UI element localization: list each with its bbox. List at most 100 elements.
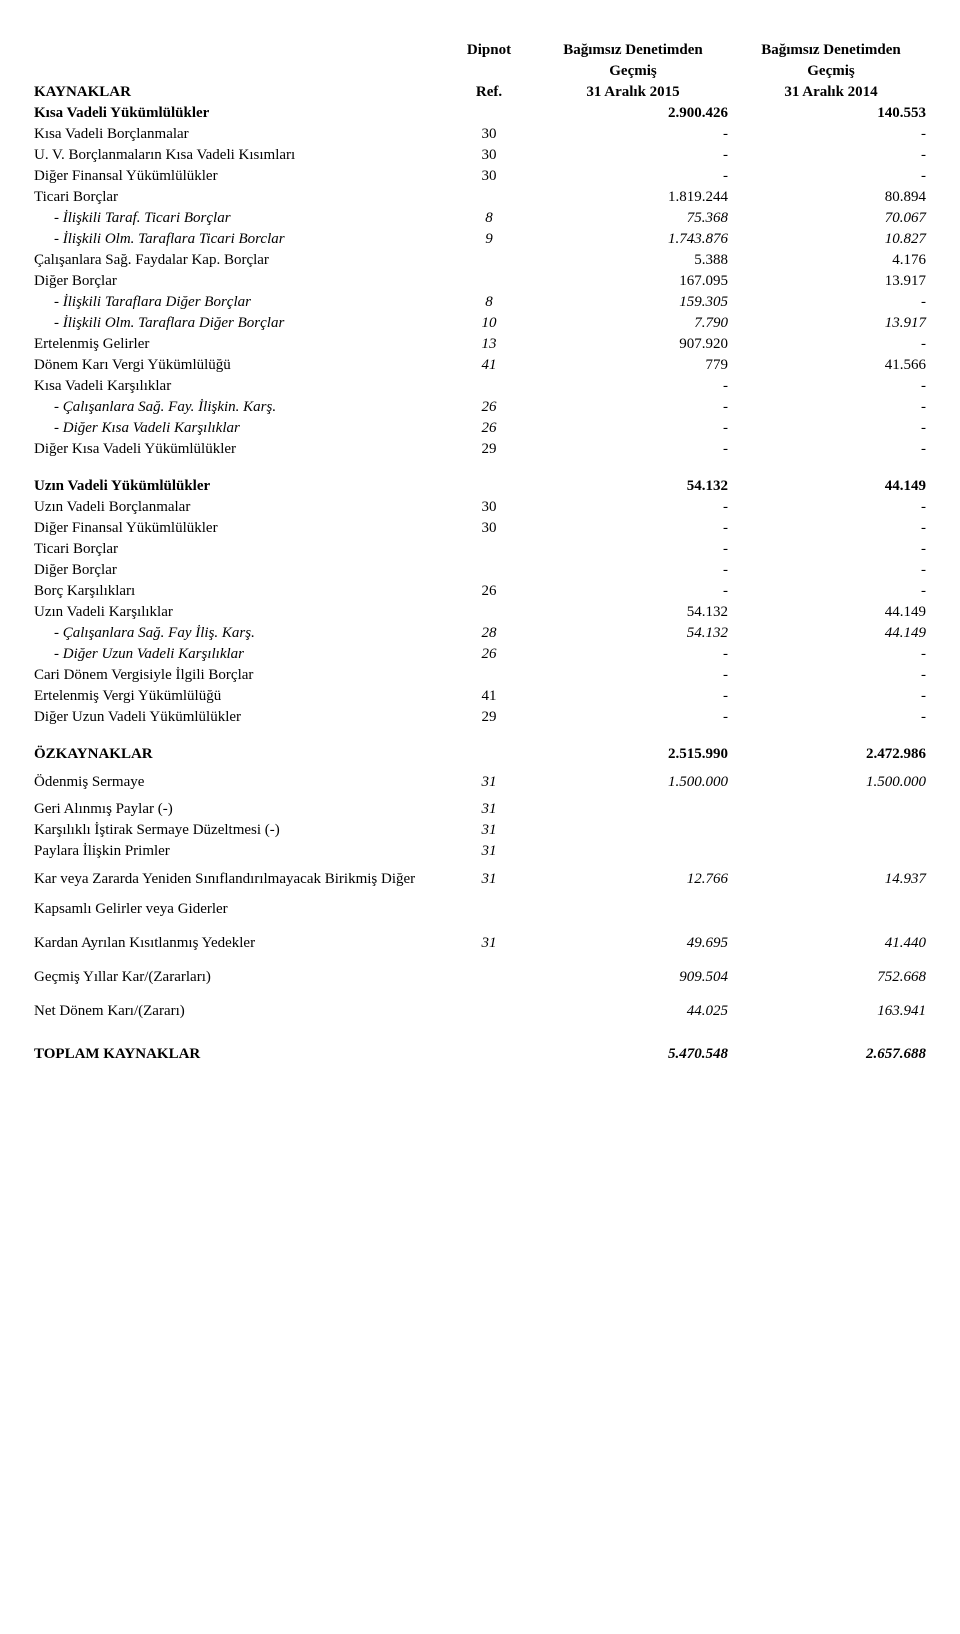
section1-row: Kısa Vadeli Borçlanmalar30-- — [30, 124, 930, 145]
row-value-2014: - — [732, 418, 930, 439]
row-ref — [444, 539, 534, 560]
row-label: - İlişkili Taraflara Diğer Borçlar — [30, 292, 444, 313]
row-ref: 13 — [444, 334, 534, 355]
row-ref — [444, 187, 534, 208]
total-label: TOPLAM KAYNAKLAR — [30, 1044, 444, 1065]
row-ref: 28 — [444, 623, 534, 644]
section1-row: U. V. Borçlanmaların Kısa Vadeli Kısımla… — [30, 145, 930, 166]
row-value-2015: 75.368 — [534, 208, 732, 229]
row-label: Borç Karşılıkları — [30, 581, 444, 602]
row-ref: 30 — [444, 497, 534, 518]
row-ref: 31 — [444, 841, 534, 862]
row-ref: 30 — [444, 166, 534, 187]
row-value-2015 — [534, 841, 732, 862]
section3-row: Geri Alınmış Paylar (-)31 — [30, 799, 930, 820]
row-ref: 9 — [444, 229, 534, 250]
row-ref: 26 — [444, 397, 534, 418]
row-label: Kar veya Zararda Yeniden Sınıflandırılma… — [30, 862, 444, 926]
row-value-2015: - — [534, 166, 732, 187]
row-label: Dönem Karı Vergi Yükümlülüğü — [30, 355, 444, 376]
row-value-2014: - — [732, 497, 930, 518]
row-value-2015: 167.095 — [534, 271, 732, 292]
row-ref: 41 — [444, 686, 534, 707]
section1-row: - İlişkili Olm. Taraflara Ticari Borclar… — [30, 229, 930, 250]
row-label: Kardan Ayrılan Kısıtlanmış Yedekler — [30, 926, 444, 960]
total-v1: 5.470.548 — [534, 1044, 732, 1065]
row-label: - Çalışanlara Sağ. Fay İliş. Karş. — [30, 623, 444, 644]
section2-row: - Çalışanlara Sağ. Fay İliş. Karş.2854.1… — [30, 623, 930, 644]
row-label: Uzın Vadeli Karşılıklar — [30, 602, 444, 623]
row-ref: 30 — [444, 145, 534, 166]
row-ref: 31 — [444, 926, 534, 960]
section2-row: Uzın Vadeli Borçlanmalar30-- — [30, 497, 930, 518]
section3-row: Geçmiş Yıllar Kar/(Zararları)909.504752.… — [30, 960, 930, 994]
row-label: Diğer Kısa Vadeli Yükümlülükler — [30, 439, 444, 460]
row-ref: 30 — [444, 518, 534, 539]
row-ref — [444, 994, 534, 1028]
row-ref: 31 — [444, 862, 534, 926]
section3-row: Paylara İlişkin Primler31 — [30, 841, 930, 862]
row-label: - İlişkili Taraf. Ticari Borçlar — [30, 208, 444, 229]
header-ref: Ref. — [444, 82, 534, 103]
row-value-2015: - — [534, 686, 732, 707]
section1-v1: 2.900.426 — [534, 103, 732, 124]
row-value-2014: - — [732, 145, 930, 166]
section1-row: Diğer Borçlar167.09513.917 — [30, 271, 930, 292]
row-value-2014: - — [732, 644, 930, 665]
row-ref: 30 — [444, 124, 534, 145]
row-ref — [444, 602, 534, 623]
row-ref: 26 — [444, 581, 534, 602]
section3-row: Kardan Ayrılan Kısıtlanmış Yedekler3149.… — [30, 926, 930, 960]
row-value-2015: - — [534, 644, 732, 665]
row-value-2014 — [732, 799, 930, 820]
row-label: - Çalışanlara Sağ. Fay. İlişkin. Karş. — [30, 397, 444, 418]
section2-row: Diğer Uzun Vadeli Yükümlülükler29-- — [30, 707, 930, 728]
row-label: Ertelenmiş Gelirler — [30, 334, 444, 355]
row-value-2015: - — [534, 124, 732, 145]
header-col1-l1: Bağımsız Denetimden — [534, 40, 732, 61]
row-value-2015: 54.132 — [534, 602, 732, 623]
section1-row: Diğer Finansal Yükümlülükler30-- — [30, 166, 930, 187]
row-value-2014: - — [732, 581, 930, 602]
header-row-1: Dipnot Bağımsız Denetimden Bağımsız Dene… — [30, 40, 930, 61]
section2-row: Diğer Borçlar-- — [30, 560, 930, 581]
section1-row: Ticari Borçlar1.819.24480.894 — [30, 187, 930, 208]
row-ref: 29 — [444, 439, 534, 460]
row-value-2015: 159.305 — [534, 292, 732, 313]
header-row-3: KAYNAKLAR Ref. 31 Aralık 2015 31 Aralık … — [30, 82, 930, 103]
row-value-2014: 163.941 — [732, 994, 930, 1028]
row-value-2015: - — [534, 145, 732, 166]
section2-row: Ertelenmiş Vergi Yükümlülüğü41-- — [30, 686, 930, 707]
section3-row: Ödenmiş Sermaye311.500.0001.500.000 — [30, 765, 930, 799]
row-value-2015: 779 — [534, 355, 732, 376]
section3-title-row: ÖZKAYNAKLAR 2.515.990 2.472.986 — [30, 744, 930, 765]
row-ref: 8 — [444, 208, 534, 229]
row-value-2015: - — [534, 439, 732, 460]
row-value-2014: - — [732, 707, 930, 728]
row-value-2015: 5.388 — [534, 250, 732, 271]
row-value-2014: - — [732, 560, 930, 581]
header-col1-l2: Geçmiş — [534, 61, 732, 82]
row-label: Net Dönem Karı/(Zararı) — [30, 994, 444, 1028]
row-value-2014: 44.149 — [732, 602, 930, 623]
row-value-2015: 49.695 — [534, 926, 732, 960]
header-col2-l3: 31 Aralık 2014 — [732, 82, 930, 103]
row-value-2015: - — [534, 665, 732, 686]
row-value-2014: - — [732, 397, 930, 418]
total-v2: 2.657.688 — [732, 1044, 930, 1065]
row-value-2015: - — [534, 397, 732, 418]
total-row: TOPLAM KAYNAKLAR 5.470.548 2.657.688 — [30, 1044, 930, 1065]
row-label: Ticari Borçlar — [30, 187, 444, 208]
row-value-2014: 10.827 — [732, 229, 930, 250]
section3-title: ÖZKAYNAKLAR — [30, 744, 444, 765]
section3-row: Karşılıklı İştirak Sermaye Düzeltmesi (-… — [30, 820, 930, 841]
row-label: Geçmiş Yıllar Kar/(Zararları) — [30, 960, 444, 994]
row-value-2014: - — [732, 166, 930, 187]
section2-row: Uzın Vadeli Karşılıklar 54.13244.149 — [30, 602, 930, 623]
row-ref — [444, 960, 534, 994]
row-ref: 41 — [444, 355, 534, 376]
row-label: Ticari Borçlar — [30, 539, 444, 560]
row-label: - Diğer Uzun Vadeli Karşılıklar — [30, 644, 444, 665]
row-value-2014: 4.176 — [732, 250, 930, 271]
header-kaynaklar: KAYNAKLAR — [30, 82, 444, 103]
